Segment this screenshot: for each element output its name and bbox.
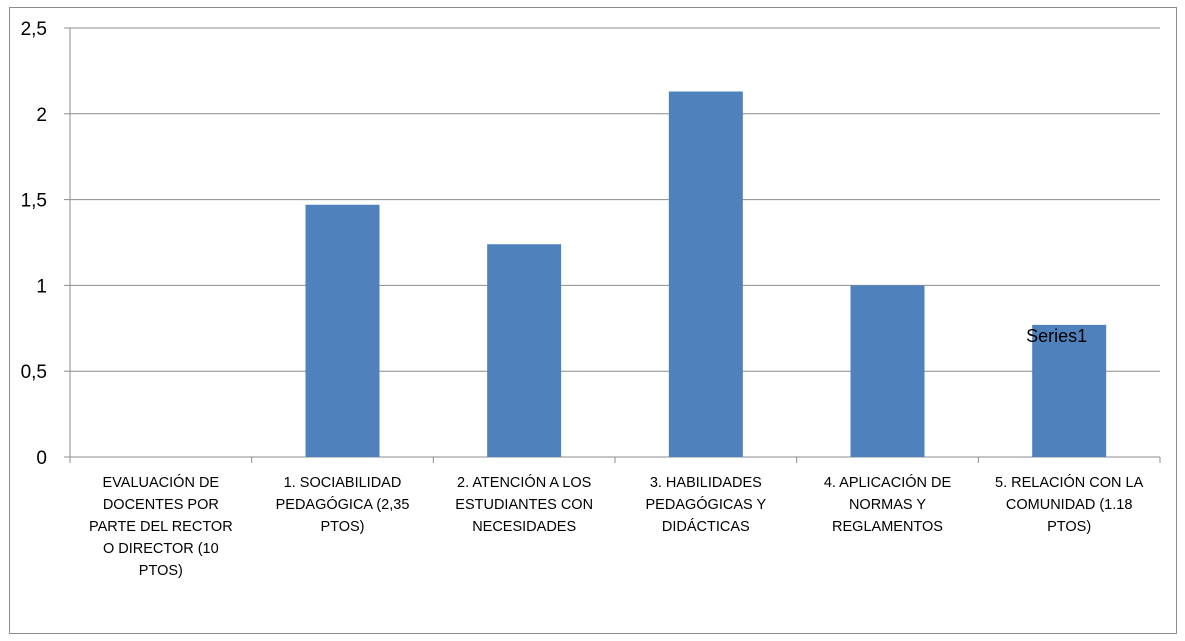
y-tick-label: 2,5 bbox=[21, 19, 47, 40]
y-tick-label: 0,5 bbox=[21, 362, 47, 383]
x-tick-label: 1. SOCIABILIDAD PEDAGÓGICA (2,35 PTOS) bbox=[276, 475, 410, 535]
bar bbox=[850, 285, 925, 457]
series-label: Series1 bbox=[1026, 326, 1087, 346]
y-tick-label: 1 bbox=[36, 276, 47, 297]
x-tick-label: 4. APLICACIÓN DE NORMAS Y REGLAMENTOS bbox=[824, 474, 952, 535]
chart-frame bbox=[9, 7, 1177, 634]
x-tick-label: 2. ATENCIÓN A LOS ESTUDIANTES CON NECESIDA… bbox=[455, 474, 593, 535]
y-tick-label: 1,5 bbox=[21, 191, 47, 212]
x-tick-label: 3. HABILIDADES PEDAGÓGICAS Y DIDÁCTICAS bbox=[646, 475, 767, 535]
bar bbox=[487, 244, 562, 457]
bar bbox=[305, 204, 380, 457]
y-tick-label: 0 bbox=[36, 448, 47, 469]
x-tick-label: 5. RELACIÓN CON LA COMUNIDAD (1.18 PTOS) bbox=[995, 474, 1144, 535]
bar bbox=[1032, 324, 1107, 457]
y-tick-label: 2 bbox=[36, 105, 47, 126]
x-tick-label: EVALUACIÓN DE DOCENTES POR PARTE DEL RECTO… bbox=[89, 474, 233, 579]
bar bbox=[668, 91, 743, 457]
